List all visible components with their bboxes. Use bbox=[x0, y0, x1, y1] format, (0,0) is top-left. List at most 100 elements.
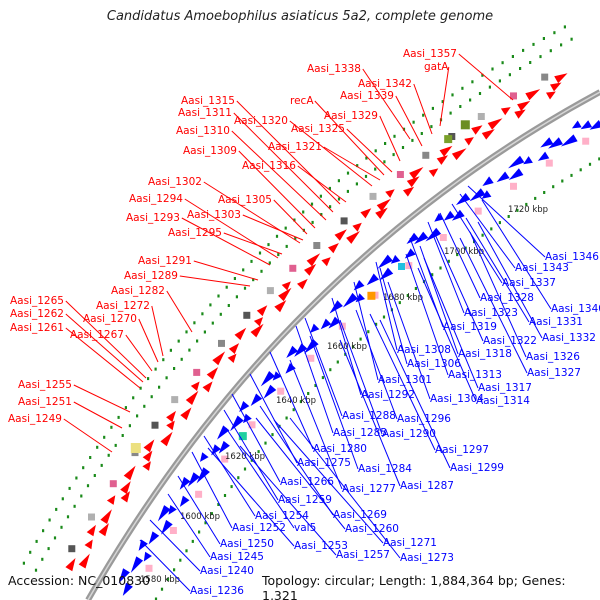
gene-label[interactable]: Aasi_1303 bbox=[187, 209, 241, 221]
gene-label[interactable]: Aasi_1306 bbox=[407, 358, 461, 370]
gc-dot bbox=[89, 456, 92, 459]
gene-label[interactable]: Aasi_1319 bbox=[443, 321, 497, 333]
gene-label[interactable]: Aasi_1320 bbox=[234, 115, 288, 127]
gene-label[interactable]: Aasi_1265 bbox=[10, 295, 64, 307]
gene-label[interactable]: Aasi_1257 bbox=[336, 549, 390, 561]
feature-block bbox=[510, 92, 517, 100]
gene-label[interactable]: Aasi_1296 bbox=[397, 413, 451, 425]
gene-label[interactable]: Aasi_1275 bbox=[297, 457, 351, 469]
gene-label[interactable]: Aasi_1305 bbox=[218, 194, 272, 206]
gene-label[interactable]: Aasi_1273 bbox=[400, 552, 454, 564]
gene-label[interactable]: Aasi_1288 bbox=[342, 410, 396, 422]
gene-label[interactable]: Aasi_1339 bbox=[340, 90, 394, 102]
gene-label[interactable]: Aasi_1318 bbox=[458, 348, 512, 360]
gene-label[interactable]: Aasi_1249 bbox=[8, 413, 62, 425]
gene-label[interactable]: gatA bbox=[424, 61, 449, 73]
gene-label[interactable]: Aasi_1331 bbox=[529, 316, 583, 328]
gene-label[interactable]: Aasi_1338 bbox=[307, 63, 361, 75]
reverse-gene-arrow bbox=[130, 556, 144, 573]
gene-label[interactable]: Aasi_1329 bbox=[324, 110, 378, 122]
gene-label[interactable]: Aasi_1317 bbox=[478, 382, 532, 394]
gene-label[interactable]: Aasi_1289 bbox=[124, 270, 178, 282]
label-leader-line bbox=[231, 393, 281, 483]
gene-label[interactable]: Aasi_1240 bbox=[200, 565, 254, 577]
gene-label[interactable]: Aasi_1282 bbox=[111, 285, 165, 297]
gene-label[interactable]: Aasi_1325 bbox=[291, 123, 345, 135]
gene-label[interactable]: Aasi_1253 bbox=[294, 540, 348, 552]
gene-label[interactable]: Aasi_1254 bbox=[255, 510, 309, 522]
gene-label[interactable]: Aasi_1272 bbox=[96, 300, 150, 312]
feature-block bbox=[439, 234, 447, 241]
gene-label[interactable]: Aasi_1245 bbox=[210, 551, 264, 563]
gene-label[interactable]: Aasi_1271 bbox=[383, 537, 437, 549]
forward-gene-arrow bbox=[334, 229, 347, 241]
gene-label[interactable]: Aasi_1308 bbox=[397, 344, 451, 356]
gene-label[interactable]: Aasi_1255 bbox=[18, 379, 72, 391]
gene-label[interactable]: Aasi_1357 bbox=[403, 48, 457, 60]
gc-dot bbox=[382, 315, 386, 319]
gene-label[interactable]: Aasi_1297 bbox=[435, 444, 489, 456]
gene-label[interactable]: Aasi_1294 bbox=[129, 193, 183, 205]
gene-label[interactable]: Aasi_1314 bbox=[476, 395, 530, 407]
gene-label[interactable]: Aasi_1287 bbox=[400, 480, 454, 492]
gene-label[interactable]: Aasi_1302 bbox=[148, 176, 202, 188]
gene-label[interactable]: Aasi_1340 bbox=[551, 303, 600, 315]
gene-label[interactable]: Aasi_1270 bbox=[83, 313, 137, 325]
gene-label[interactable]: recA bbox=[290, 95, 314, 107]
gene-label[interactable]: Aasi_1284 bbox=[358, 463, 412, 475]
gene-label[interactable]: Aasi_1327 bbox=[527, 367, 581, 379]
gene-label[interactable]: Aasi_1326 bbox=[526, 351, 580, 363]
gene-label[interactable]: Aasi_1322 bbox=[483, 335, 537, 347]
gene-label[interactable]: Aasi_1310 bbox=[176, 125, 230, 137]
reverse-gene-arrow bbox=[118, 568, 130, 584]
label-leader-line bbox=[465, 217, 530, 323]
gene-label[interactable]: Aasi_1309 bbox=[183, 145, 237, 157]
gene-label[interactable]: Aasi_1290 bbox=[382, 428, 436, 440]
gene-label[interactable]: Aasi_1299 bbox=[450, 462, 504, 474]
gene-label[interactable]: Aasi_1236 bbox=[190, 585, 244, 597]
gene-label[interactable]: Aasi_1261 bbox=[10, 322, 64, 334]
gene-label[interactable]: Aasi_1295 bbox=[168, 227, 222, 239]
label-leader-line bbox=[149, 519, 201, 572]
gene-label[interactable]: Aasi_1260 bbox=[345, 523, 399, 535]
gene-label[interactable]: Aasi_1252 bbox=[232, 522, 286, 534]
gc-dot bbox=[154, 597, 158, 600]
gene-label[interactable]: Aasi_1277 bbox=[342, 483, 396, 495]
forward-gene-arrow bbox=[143, 439, 155, 453]
gene-label[interactable]: Aasi_1259 bbox=[278, 494, 332, 506]
gene-label[interactable]: Aasi_1332 bbox=[542, 332, 596, 344]
gene-label[interactable]: Aasi_1285 bbox=[333, 427, 387, 439]
reverse-gene-arrow bbox=[250, 393, 263, 406]
gc-dot bbox=[165, 376, 168, 380]
forward-gene-arrow bbox=[304, 263, 317, 276]
gene-label[interactable]: Aasi_1311 bbox=[178, 107, 232, 119]
gene-label[interactable]: Aasi_1343 bbox=[515, 262, 569, 274]
forward-gene-arrow bbox=[78, 553, 90, 569]
gene-label[interactable]: Aasi_1321 bbox=[268, 141, 322, 153]
gene-label[interactable]: Aasi_1328 bbox=[480, 292, 534, 304]
gene-label[interactable]: Aasi_1313 bbox=[448, 369, 502, 381]
forward-gene-arrow bbox=[123, 465, 136, 481]
gene-label[interactable]: Aasi_1342 bbox=[358, 78, 412, 90]
gene-label[interactable]: Aasi_1280 bbox=[313, 443, 367, 455]
gene-label[interactable]: Aasi_1304 bbox=[430, 393, 484, 405]
gene-label[interactable]: Aasi_1267 bbox=[70, 329, 124, 341]
forward-gene-arrow bbox=[166, 410, 176, 423]
gene-label[interactable]: Aasi_1262 bbox=[10, 308, 64, 320]
gene-label[interactable]: Aasi_1250 bbox=[220, 538, 274, 550]
gene-label[interactable]: Aasi_1293 bbox=[126, 212, 180, 224]
reverse-gene-arrow bbox=[377, 254, 393, 269]
gc-dot bbox=[237, 476, 240, 480]
gene-label[interactable]: val5 bbox=[294, 522, 316, 534]
gene-label[interactable]: Aasi_1291 bbox=[138, 255, 192, 267]
gene-label[interactable]: Aasi_1301 bbox=[378, 374, 432, 386]
gene-label[interactable]: Aasi_1251 bbox=[18, 396, 72, 408]
gene-label[interactable]: Aasi_1315 bbox=[181, 95, 235, 107]
gene-label[interactable]: Aasi_1346 bbox=[545, 251, 599, 263]
gene-label[interactable]: Aasi_1337 bbox=[502, 277, 556, 289]
gene-label[interactable]: Aasi_1316 bbox=[242, 160, 296, 172]
label-leader-line bbox=[181, 217, 271, 266]
gene-label[interactable]: Aasi_1269 bbox=[333, 509, 387, 521]
forward-gene-arrow bbox=[65, 558, 76, 572]
